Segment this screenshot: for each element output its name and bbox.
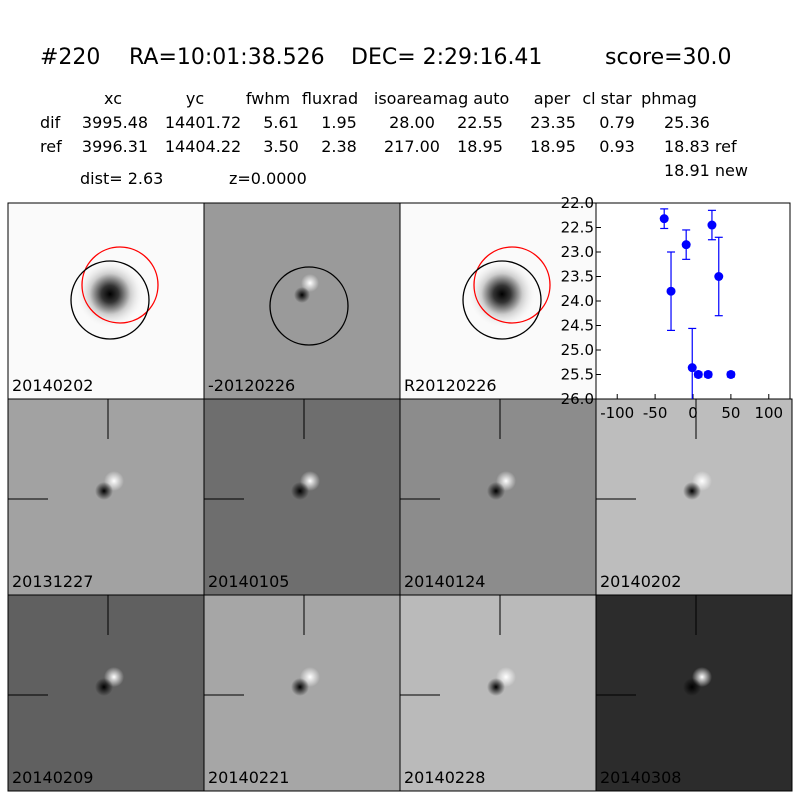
source-dark <box>291 482 309 500</box>
column-header: cl star <box>582 89 632 108</box>
x-tick-label: 50 <box>721 404 740 422</box>
y-tick-label: 22.0 <box>561 194 594 212</box>
stamp-label: 20140202 <box>600 572 681 591</box>
source <box>76 260 144 328</box>
stamp-label: 20140105 <box>208 572 289 591</box>
stamp-label: R20120226 <box>404 376 497 395</box>
point <box>703 370 713 379</box>
table-cell: 25.36 <box>664 113 710 132</box>
column-header: fluxrad <box>302 89 358 108</box>
dist: dist= 2.63 <box>80 169 163 188</box>
stamps: 20140202 -20120226 R20120226 20131227 201401… <box>7 202 793 792</box>
stamp-label: 20140202 <box>12 376 93 395</box>
x-tick-label: 100 <box>754 404 783 422</box>
score: score=30.0 <box>605 45 732 70</box>
column-header: mag auto <box>433 89 510 108</box>
new-circle <box>70 260 150 340</box>
source-dark <box>487 482 505 500</box>
dec: DEC= 2:29:16.41 <box>351 45 542 70</box>
ref-circle <box>81 246 159 324</box>
y-tick-label: 24.0 <box>561 292 594 310</box>
table-cell: 14401.72 <box>165 113 241 132</box>
table-cell: 14404.22 <box>165 137 241 156</box>
ref-circle <box>473 246 551 324</box>
table-extra: 18.91 new <box>664 161 748 180</box>
x-tick-label: 0 <box>688 404 698 422</box>
source <box>468 260 536 328</box>
new-circle <box>269 266 349 346</box>
stamp-label: 20140228 <box>404 768 485 787</box>
y-tick-label: 22.5 <box>561 219 594 237</box>
point <box>659 214 669 224</box>
column-header: aper <box>534 89 571 108</box>
source-dark <box>683 678 701 696</box>
source-dark <box>95 678 113 696</box>
table-cell: 18.95 <box>457 137 503 156</box>
source-dark <box>487 678 505 696</box>
table-cell: 28.00 <box>389 113 435 132</box>
table-cell: 0.93 <box>599 137 635 156</box>
table-cell: 22.55 <box>457 113 503 132</box>
table-cell: 0.79 <box>599 113 635 132</box>
table-cell: 3.50 <box>263 137 299 156</box>
stamp-label: -20120226 <box>208 376 295 395</box>
table-cell: 18.83 ref <box>664 137 737 156</box>
point <box>714 272 724 281</box>
column-header: fwhm <box>246 89 290 108</box>
stamp-label: 20140308 <box>600 768 681 787</box>
stamp-label: 20140221 <box>208 768 289 787</box>
y-tick-label: 25.0 <box>561 341 594 359</box>
point <box>666 286 676 296</box>
table-cell: 1.95 <box>321 113 357 132</box>
source-dark <box>294 287 310 303</box>
point <box>693 370 703 379</box>
y-tick-label: 23.0 <box>561 243 594 261</box>
stamp-label: 20140124 <box>404 572 485 591</box>
row-label: ref <box>40 137 62 156</box>
point <box>687 363 697 373</box>
table-cell: 3996.31 <box>82 137 148 156</box>
stamp-label: 20131227 <box>12 572 93 591</box>
table-cell: 23.35 <box>530 113 576 132</box>
table-cell: 2.38 <box>321 137 357 156</box>
source-dark <box>683 482 701 500</box>
column-header: yc <box>186 89 204 108</box>
table-cell: 18.95 <box>530 137 576 156</box>
source-dark <box>95 482 113 500</box>
table-cell: 3995.48 <box>82 113 148 132</box>
y-tick-label: 26.0 <box>561 390 594 408</box>
y-tick-label: 23.5 <box>561 268 594 286</box>
series <box>659 208 736 399</box>
ra: RA=10:01:38.526 <box>129 45 325 70</box>
y-tick-label: 24.5 <box>561 317 594 335</box>
point <box>681 240 691 250</box>
table-cell: 5.61 <box>263 113 299 132</box>
row-label: dif <box>40 113 61 132</box>
source-bright <box>301 274 319 292</box>
redshift: z=0.0000 <box>229 169 307 188</box>
table-cell: 217.00 <box>384 137 440 156</box>
column-header: isoarea <box>374 89 432 108</box>
point <box>726 370 736 379</box>
x-tick-label: -100 <box>600 404 634 422</box>
new-circle <box>462 260 542 340</box>
source-dark <box>291 678 309 696</box>
column-header: xc <box>104 89 122 108</box>
candidate-id: #220 <box>40 45 100 70</box>
y-tick-label: 25.5 <box>561 366 594 384</box>
light-curve: 22.0 22.5 23.0 23.5 24.0 24.5 25.0 25.5 26.0 -100… <box>561 194 791 422</box>
stamp-label: 20140209 <box>12 768 93 787</box>
x-tick-label: -50 <box>643 404 668 422</box>
column-header: phmag <box>641 89 697 108</box>
point <box>707 220 717 230</box>
